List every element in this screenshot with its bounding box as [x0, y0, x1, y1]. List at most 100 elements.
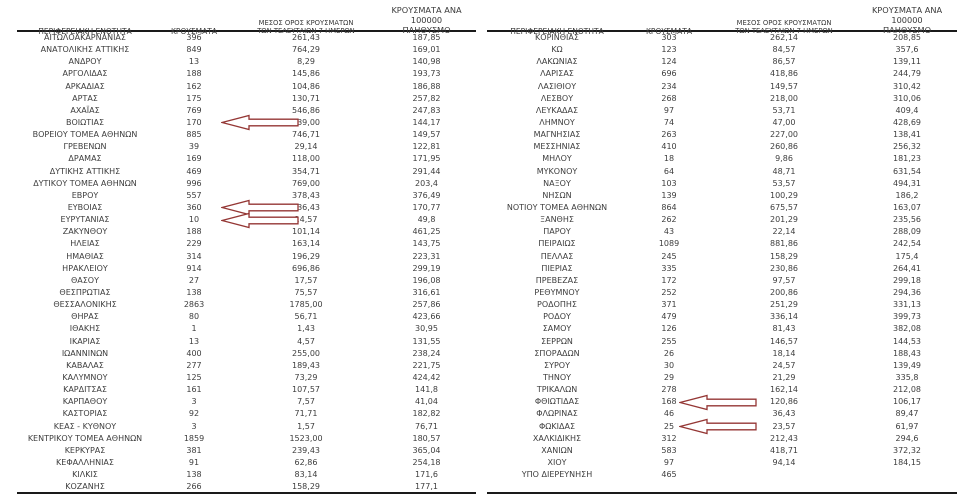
- region-cell: ΤΡΙΚΑΛΩΝ: [536, 385, 578, 395]
- table-row: ΣΕΡΡΩΝ 255 146,57 144,53: [487, 336, 957, 348]
- avg7-cell: 764,29: [292, 45, 320, 55]
- table-row: ΛΗΜΝΟΥ 74 47,00 428,69: [487, 117, 957, 129]
- header-region: ΠΕΡΙΦΕΡΕΙΑΚΗ ΕΝΟΤΗΤΑ: [38, 26, 132, 36]
- avg7-cell: 146,57: [770, 336, 798, 346]
- avg7-cell: 23,57: [772, 421, 796, 431]
- table-row: ΔΡΑΜΑΣ 169 118,00 171,95: [17, 153, 476, 165]
- table-row: ΧΙΟΥ 97 94,14 184,15: [487, 457, 957, 469]
- cases-cell: 80: [188, 312, 200, 322]
- table-header-row: ΠΕΡΙΦΕΡΕΙΑΚΗ ΕΝΟΤΗΤΑ ΚΡΟΥΣΜΑΤΑ ΜΕΣΟΣ ΟΡΟ…: [17, 5, 476, 36]
- avg7-cell: 212,43: [770, 433, 798, 443]
- table-row: ΚΕΦΑΛΛΗΝΙΑΣ 91 62,86 254,18: [17, 457, 476, 469]
- cases-cell: 170: [186, 118, 202, 128]
- per100k-cell: 461,25: [412, 227, 441, 237]
- table-row: ΚΑΛΥΜΝΟΥ 125 73,29 424,42: [17, 372, 476, 384]
- region-cell: ΣΕΡΡΩΝ: [541, 336, 573, 346]
- per100k-cell: 357,6: [895, 45, 919, 55]
- avg7-cell: 251,29: [770, 300, 798, 310]
- table-row: ΣΥΡΟΥ 30 24,57 139,49: [487, 360, 957, 372]
- per100k-cell: 256,32: [893, 142, 921, 152]
- cases-cell: 696: [661, 69, 677, 79]
- per100k-cell: 141,8: [415, 385, 438, 395]
- cases-cell: 996: [186, 178, 202, 188]
- cases-cell: 252: [661, 288, 677, 298]
- per100k-cell: 365,04: [412, 445, 441, 455]
- region-cell: ΚΑΛΥΜΝΟΥ: [62, 373, 108, 382]
- region-cell: ΤΗΝΟΥ: [542, 373, 572, 382]
- cases-cell: 25: [663, 421, 675, 431]
- per100k-cell: 409,4: [895, 105, 919, 115]
- cases-cell: 139: [661, 190, 677, 200]
- region-cell: ΣΠΟΡΑΔΩΝ: [534, 348, 580, 358]
- cases-cell: 303: [661, 33, 677, 43]
- table-row: ΠΙΕΡΙΑΣ 335 230,86 264,41: [487, 263, 957, 275]
- cases-cell: 126: [661, 324, 677, 334]
- table-row: ΠΑΡΟΥ 43 22,14 288,09: [487, 226, 957, 238]
- avg7-cell: 75,57: [294, 288, 318, 298]
- per100k-cell: 138,41: [893, 130, 921, 140]
- header-region: ΠΕΡΙΦΕΡΕΙΑΚΗ ΕΝΟΤΗΤΑ: [510, 26, 604, 36]
- table-row: ΛΕΣΒΟΥ 268 218,00 310,06: [487, 93, 957, 105]
- per100k-cell: 106,17: [893, 397, 921, 407]
- table-row: ΘΕΣΠΡΩΤΙΑΣ 138 75,57 316,61: [17, 287, 476, 299]
- avg7-cell: 418,71: [770, 445, 798, 455]
- avg7-cell: 546,86: [292, 105, 320, 115]
- region-cell: ΡΟΔΟΥ: [543, 312, 571, 322]
- region-cell: ΣΥΡΟΥ: [544, 360, 570, 370]
- avg7-cell: 94,14: [772, 457, 796, 467]
- cases-cell: 266: [186, 482, 202, 492]
- table-row: ΝΟΤΙΟΥ ΤΟΜΕΑ ΑΘΗΝΩΝ 864 675,57 163,07: [487, 202, 957, 214]
- table-row: ΠΡΕΒΕΖΑΣ 172 97,57 299,18: [487, 275, 957, 287]
- table-row: ΙΩΑΝΝΙΝΩΝ 400 255,00 238,24: [17, 348, 476, 360]
- per100k-cell: 238,24: [412, 348, 441, 358]
- cases-cell: 168: [661, 397, 677, 407]
- avg7-cell: 163,14: [292, 239, 320, 249]
- cases-cell: 26: [663, 348, 675, 358]
- table-row: ΑΙΤΩΛΟΑΚΑΡΝΑΝΙΑΣ 396 261,43 187,85: [17, 32, 476, 44]
- avg7-cell: 218,00: [770, 93, 798, 103]
- avg7-cell: 1523,00: [289, 433, 323, 443]
- per100k-cell: 294,6: [895, 433, 919, 443]
- table-row: ΗΛΕΙΑΣ 229 163,14 143,75: [17, 238, 476, 250]
- per100k-cell: 294,36: [893, 288, 921, 298]
- avg7-cell: 881,86: [770, 239, 798, 249]
- cases-cell: 91: [188, 457, 200, 467]
- table-row: ΠΕΙΡΑΙΩΣ 1089 881,86 242,54: [487, 238, 957, 250]
- per100k-cell: 424,42: [412, 373, 441, 382]
- table-row: ΣΑΜΟΥ 126 81,43 382,08: [487, 323, 957, 335]
- avg7-cell: 239,43: [292, 445, 320, 455]
- per100k-cell: 208,85: [893, 33, 921, 43]
- per100k-cell: 30,95: [415, 324, 438, 334]
- avg7-cell: 200,86: [770, 288, 798, 298]
- avg7-cell: 336,14: [770, 312, 798, 322]
- cases-cell: 161: [186, 385, 202, 395]
- region-cell: ΑΝΔΡΟΥ: [68, 57, 102, 67]
- table-row: ΖΑΚΥΝΘΟΥ 188 101,14 461,25: [17, 226, 476, 238]
- table-row: ΙΚΑΡΙΑΣ 13 4,57 131,55: [17, 336, 476, 348]
- per100k-cell: 76,71: [415, 421, 438, 431]
- region-cell: ΥΠΟ ΔΙΕΡΕΥΝΗΣΗ: [521, 470, 593, 480]
- avg7-cell: 354,71: [292, 166, 320, 176]
- table-row: ΚΕΝΤΡΙΚΟΥ ΤΟΜΕΑ ΑΘΗΝΩΝ 1859 1523,00 180,…: [17, 433, 476, 445]
- cases-cell: 2863: [183, 300, 205, 310]
- per100k-cell: 139,49: [893, 360, 921, 370]
- region-cell: ΔΥΤΙΚΟΥ ΤΟΜΕΑ ΑΘΗΝΩΝ: [33, 178, 137, 188]
- cases-cell: 3: [191, 421, 197, 431]
- cases-cell: 465: [661, 470, 677, 480]
- avg7-cell: 120,86: [770, 397, 798, 407]
- per100k-cell: 376,49: [412, 190, 441, 200]
- region-cell: ΙΘΑΚΗΣ: [69, 324, 101, 334]
- cases-cell: 188: [186, 227, 202, 237]
- avg7-cell: 7,57: [297, 397, 315, 407]
- table-row: ΘΗΡΑΣ 80 56,71 423,66: [17, 311, 476, 323]
- table-row: ΑΧΑΪΑΣ 769 546,86 247,83: [17, 105, 476, 117]
- avg7-cell: 56,71: [294, 312, 318, 322]
- per100k-cell: 184,15: [893, 457, 921, 467]
- region-cell: ΙΩΑΝΝΙΝΩΝ: [61, 348, 109, 358]
- per100k-cell: 254,18: [412, 457, 441, 467]
- per100k-cell: 235,56: [893, 215, 921, 225]
- avg7-cell: 262,14: [770, 33, 798, 43]
- per100k-cell: 139,11: [893, 57, 921, 67]
- avg7-cell: 18,14: [772, 348, 796, 358]
- table-row: ΙΘΑΚΗΣ 1 1,43 30,95: [17, 323, 476, 335]
